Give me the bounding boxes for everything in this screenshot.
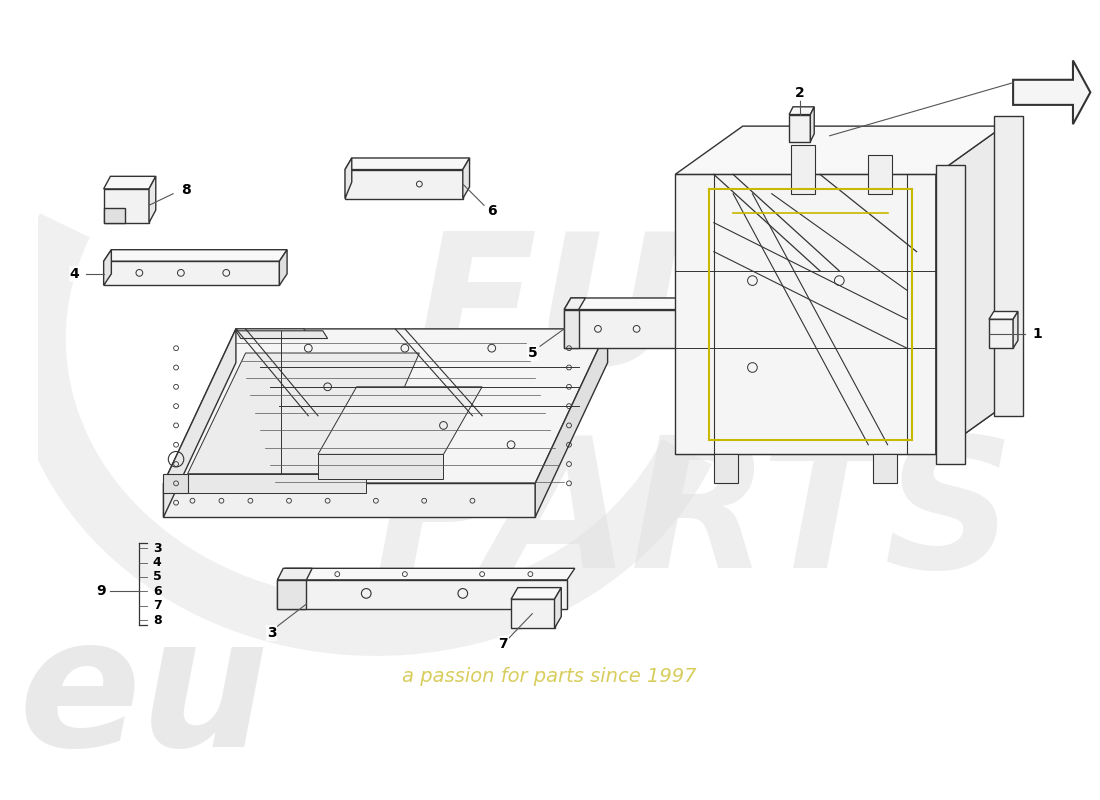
Polygon shape bbox=[103, 262, 279, 286]
Polygon shape bbox=[1013, 61, 1090, 124]
Text: 1: 1 bbox=[1033, 326, 1042, 341]
Polygon shape bbox=[103, 250, 111, 286]
Text: a passion for parts since 1997: a passion for parts since 1997 bbox=[403, 667, 697, 686]
Text: EURO
PARTS: EURO PARTS bbox=[375, 226, 1014, 606]
Polygon shape bbox=[164, 329, 607, 483]
Polygon shape bbox=[791, 146, 815, 194]
Text: 7: 7 bbox=[153, 599, 162, 613]
Polygon shape bbox=[993, 117, 1023, 416]
Polygon shape bbox=[811, 107, 814, 142]
Polygon shape bbox=[675, 126, 1003, 174]
Text: 2: 2 bbox=[795, 86, 804, 100]
Polygon shape bbox=[873, 454, 898, 483]
Polygon shape bbox=[277, 568, 312, 580]
Text: 4: 4 bbox=[153, 556, 162, 569]
Polygon shape bbox=[564, 298, 686, 310]
Polygon shape bbox=[564, 298, 585, 310]
Polygon shape bbox=[277, 568, 575, 580]
Polygon shape bbox=[936, 126, 1003, 454]
Polygon shape bbox=[675, 406, 1003, 454]
Polygon shape bbox=[345, 158, 470, 170]
Polygon shape bbox=[989, 311, 1018, 319]
Polygon shape bbox=[148, 176, 156, 222]
Polygon shape bbox=[164, 329, 235, 517]
Text: 3: 3 bbox=[153, 542, 162, 554]
Text: 8: 8 bbox=[180, 183, 190, 197]
Polygon shape bbox=[103, 208, 125, 222]
Polygon shape bbox=[235, 329, 308, 334]
Polygon shape bbox=[554, 588, 561, 628]
Polygon shape bbox=[277, 580, 307, 609]
Polygon shape bbox=[318, 454, 443, 478]
Polygon shape bbox=[512, 588, 561, 599]
Text: 5: 5 bbox=[153, 570, 162, 583]
Text: 8: 8 bbox=[153, 614, 162, 627]
Polygon shape bbox=[188, 474, 366, 493]
Text: 6: 6 bbox=[153, 585, 162, 598]
Text: 3: 3 bbox=[267, 626, 276, 640]
Text: 4: 4 bbox=[69, 267, 79, 281]
Polygon shape bbox=[989, 319, 1013, 348]
Polygon shape bbox=[675, 174, 936, 454]
Polygon shape bbox=[868, 155, 892, 194]
Polygon shape bbox=[564, 310, 680, 348]
Text: 9: 9 bbox=[96, 585, 106, 598]
Polygon shape bbox=[345, 170, 463, 198]
Polygon shape bbox=[277, 580, 568, 609]
Polygon shape bbox=[680, 298, 686, 348]
Polygon shape bbox=[789, 114, 811, 142]
Polygon shape bbox=[512, 599, 554, 628]
Polygon shape bbox=[536, 329, 607, 517]
Polygon shape bbox=[564, 310, 579, 348]
Text: eu: eu bbox=[19, 608, 270, 784]
Polygon shape bbox=[235, 331, 328, 338]
Text: 5: 5 bbox=[527, 346, 537, 360]
Polygon shape bbox=[463, 158, 470, 198]
Polygon shape bbox=[188, 353, 419, 474]
Polygon shape bbox=[103, 250, 287, 262]
Polygon shape bbox=[714, 454, 738, 483]
Polygon shape bbox=[789, 107, 814, 114]
Polygon shape bbox=[103, 189, 148, 222]
Polygon shape bbox=[164, 474, 188, 493]
Polygon shape bbox=[103, 176, 156, 189]
Text: 6: 6 bbox=[487, 204, 496, 218]
Polygon shape bbox=[279, 250, 287, 286]
Polygon shape bbox=[164, 483, 536, 517]
Polygon shape bbox=[936, 165, 965, 464]
Text: 7: 7 bbox=[498, 637, 508, 650]
Polygon shape bbox=[1013, 311, 1018, 348]
Polygon shape bbox=[318, 387, 482, 454]
Polygon shape bbox=[345, 158, 352, 198]
